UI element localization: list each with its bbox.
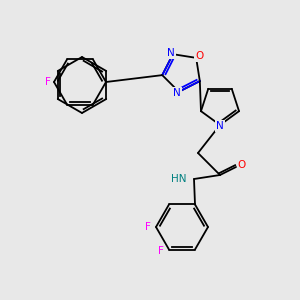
Text: N: N — [216, 121, 224, 131]
Text: O: O — [238, 160, 246, 170]
Text: F: F — [145, 222, 151, 232]
Text: HN: HN — [170, 174, 186, 184]
Text: N: N — [167, 48, 175, 58]
Text: O: O — [195, 51, 203, 61]
Text: F: F — [45, 77, 51, 87]
Text: N: N — [173, 88, 181, 98]
Text: F: F — [158, 245, 164, 256]
